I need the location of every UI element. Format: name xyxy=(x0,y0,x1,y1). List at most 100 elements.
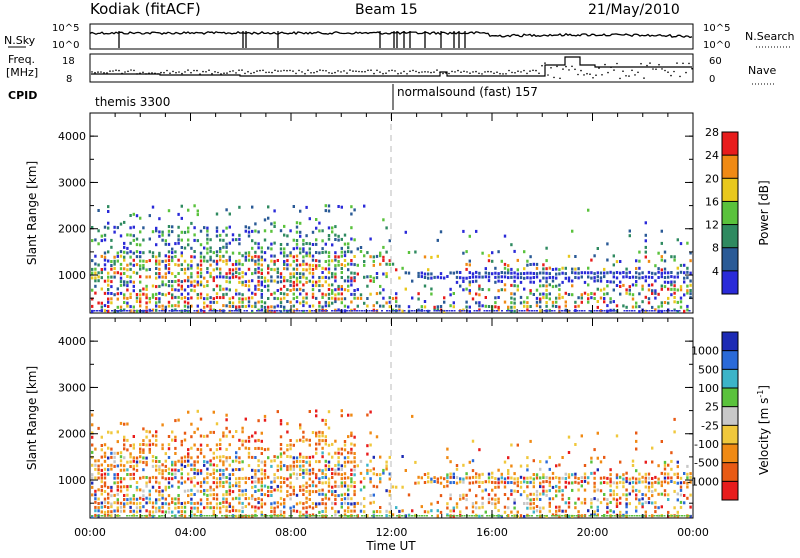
ground-cell xyxy=(436,310,438,312)
range-cell xyxy=(350,237,353,241)
range-cell xyxy=(484,488,487,492)
range-cell xyxy=(193,467,196,471)
range-cell xyxy=(363,254,366,258)
nave-point xyxy=(541,64,543,67)
range-cell xyxy=(622,283,625,287)
nave-point xyxy=(283,69,285,72)
range-cell xyxy=(263,276,267,280)
range-cell xyxy=(449,475,452,479)
range-cell xyxy=(459,284,462,288)
range-cell xyxy=(129,509,132,513)
range-cell xyxy=(561,280,564,284)
range-cell xyxy=(244,439,247,443)
range-cell xyxy=(353,489,356,493)
range-cell xyxy=(526,496,529,500)
range-cell xyxy=(295,267,299,271)
range-cell xyxy=(676,271,679,275)
ground-cell xyxy=(648,515,651,517)
range-cell xyxy=(225,493,228,496)
range-cell xyxy=(91,435,94,439)
range-cell xyxy=(183,459,187,463)
range-cell xyxy=(468,305,471,309)
range-cell xyxy=(289,506,292,510)
range-cell xyxy=(193,471,196,475)
range-cell xyxy=(644,239,647,243)
range-cell xyxy=(347,451,350,455)
range-cell xyxy=(171,477,174,481)
range-cell xyxy=(567,475,571,479)
range-cell xyxy=(228,276,231,280)
range-cell xyxy=(292,468,295,471)
range-cell xyxy=(510,492,513,496)
ground-cell xyxy=(336,310,338,312)
range-cell xyxy=(334,238,337,241)
range-cell xyxy=(228,505,231,508)
range-cell xyxy=(126,485,129,489)
range-cell xyxy=(193,460,196,464)
range-cell xyxy=(203,434,206,438)
range-cell xyxy=(542,473,545,477)
range-cell xyxy=(119,451,123,455)
range-cell xyxy=(686,276,689,280)
range-cell xyxy=(500,288,503,292)
range-cell xyxy=(161,423,164,427)
range-cell xyxy=(132,305,135,309)
range-cell xyxy=(206,481,209,485)
range-cell xyxy=(225,447,228,451)
range-cell xyxy=(299,287,302,291)
range-cell xyxy=(279,287,283,291)
range-cell xyxy=(151,464,155,468)
range-cell xyxy=(532,276,535,279)
range-cell xyxy=(596,300,599,303)
range-cell xyxy=(231,497,235,501)
range-cell xyxy=(353,452,356,455)
nave-point xyxy=(307,69,309,71)
range-cell xyxy=(379,304,382,308)
range-cell xyxy=(142,264,145,267)
range-cell xyxy=(318,301,321,305)
range-cell xyxy=(311,288,315,292)
range-cell xyxy=(155,255,158,259)
range-cell xyxy=(145,463,148,467)
range-cell xyxy=(225,280,228,284)
range-cell xyxy=(110,275,113,279)
colorbar-tick-label: 25 xyxy=(705,401,719,414)
range-cell xyxy=(596,456,599,460)
range-cell xyxy=(270,494,273,497)
nsky-label: N.Sky xyxy=(4,34,36,47)
range-cell xyxy=(571,488,574,492)
range-cell xyxy=(468,280,471,284)
range-cell xyxy=(164,477,167,481)
range-cell xyxy=(193,204,196,208)
range-cell xyxy=(254,456,257,459)
range-cell xyxy=(103,225,107,229)
range-cell xyxy=(260,468,263,472)
range-cell xyxy=(503,481,507,485)
range-cell xyxy=(379,510,382,514)
ground-cell xyxy=(321,310,323,312)
range-cell xyxy=(286,288,289,292)
range-cell xyxy=(321,239,324,243)
ground-cell xyxy=(378,515,381,517)
ground-cell xyxy=(181,310,183,312)
ground-cell xyxy=(373,310,376,312)
range-cell xyxy=(103,476,107,480)
ground-cell xyxy=(356,310,358,312)
range-cell xyxy=(161,275,164,279)
range-cell xyxy=(103,443,107,447)
range-cell xyxy=(670,451,673,455)
range-cell xyxy=(596,305,599,309)
range-cell xyxy=(247,300,251,304)
range-cell xyxy=(523,267,526,271)
range-cell xyxy=(423,300,427,303)
range-cell xyxy=(475,472,478,476)
range-cell xyxy=(91,443,94,447)
range-cell xyxy=(635,493,638,497)
range-cell xyxy=(126,448,129,452)
range-cell xyxy=(519,480,523,484)
range-cell xyxy=(292,460,295,464)
range-cell xyxy=(196,506,199,510)
range-cell xyxy=(139,297,142,301)
range-cell xyxy=(334,464,337,467)
ground-cell xyxy=(133,310,136,312)
